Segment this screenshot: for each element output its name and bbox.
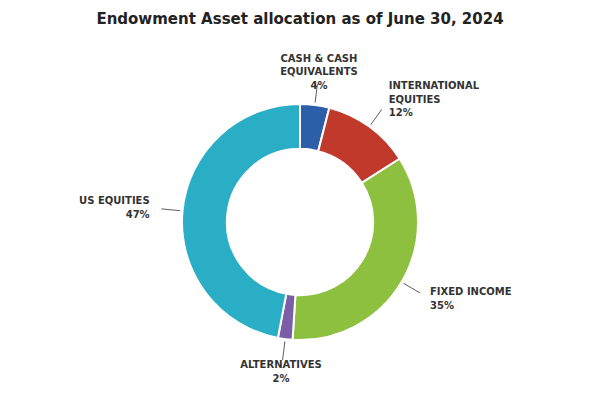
slice — [182, 104, 300, 338]
chart: Endowment Asset allocation as of June 30… — [0, 0, 600, 400]
category-label: EQUIVALENTS — [280, 66, 358, 77]
category-label: ALTERNATIVES — [240, 359, 321, 370]
slice-label: FIXED INCOME 35% — [430, 286, 512, 311]
category-label: CASH & CASH — [280, 53, 357, 64]
slices — [182, 104, 418, 340]
leader-line — [371, 109, 382, 124]
slice-label: CASH & CASH EQUIVALENTS 4% — [280, 53, 358, 91]
value-label: 47% — [126, 209, 150, 220]
leader-line — [283, 341, 285, 360]
slice-label: ALTERNATIVES 2% — [240, 359, 321, 384]
category-label: FIXED INCOME — [430, 286, 512, 297]
slice — [293, 159, 418, 340]
slice-label: US EQUITIES 47% — [79, 195, 150, 220]
slice-label: INTERNATIONAL EQUITIES 12% — [389, 80, 480, 118]
title: Endowment Asset allocation as of June 30… — [96, 10, 503, 28]
category-label: INTERNATIONAL — [389, 80, 480, 91]
value-label: 12% — [389, 107, 413, 118]
labels: CASH & CASH EQUIVALENTS 4% INTERNATIONAL EQU… — [79, 53, 512, 384]
category-label: EQUITIES — [389, 94, 441, 105]
value-label: 4% — [310, 80, 327, 91]
leader-line — [161, 209, 180, 211]
category-label: US EQUITIES — [79, 195, 150, 206]
plot: CASH & CASH EQUIVALENTS 4% INTERNATIONAL EQU… — [79, 53, 512, 384]
value-label: 35% — [430, 300, 454, 311]
leader-line — [404, 283, 420, 293]
value-label: 2% — [273, 373, 290, 384]
